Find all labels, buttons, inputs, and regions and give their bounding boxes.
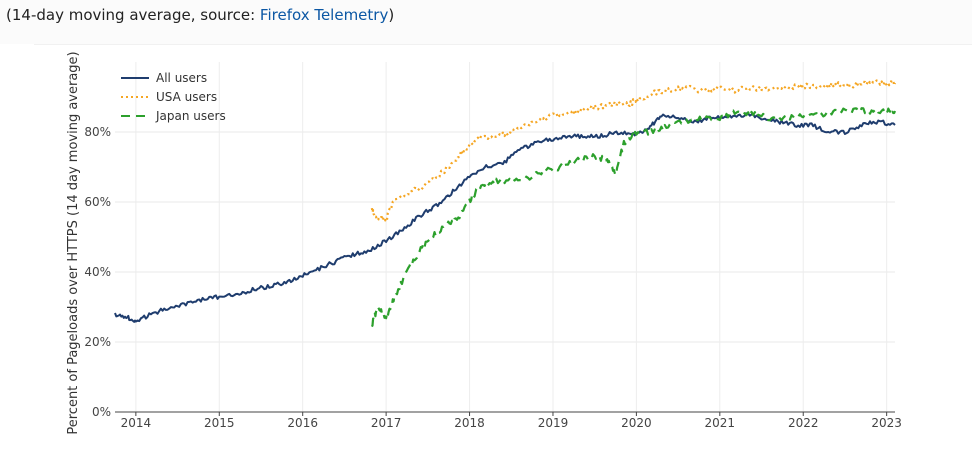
legend: All users USA users Japan users (121, 71, 226, 123)
gridlines (115, 62, 895, 413)
caption-suffix: ) (388, 6, 395, 24)
series-line-japan-users (370, 107, 897, 328)
y-tick-label: 0% (92, 405, 111, 419)
caption-prefix: (14-day moving average, source: (6, 6, 260, 24)
x-tick-label: 2015 (204, 416, 235, 430)
series-line-all-users (114, 112, 896, 323)
legend-label: USA users (156, 90, 217, 104)
firefox-telemetry-link[interactable]: Firefox Telemetry (259, 6, 389, 24)
x-tick-label: 2019 (538, 416, 569, 430)
legend-label: Japan users (155, 109, 226, 123)
axes: 0% 20% 40% 60% 80% 2014 2015 2016 2017 2018 2019 20… (84, 125, 902, 430)
y-tick-label: 80% (84, 125, 111, 139)
y-tick-label: 40% (84, 265, 111, 279)
x-tick-label: 2023 (871, 416, 902, 430)
series-lines (114, 79, 897, 328)
y-tick-label: 20% (84, 335, 111, 349)
chart-caption: (14-day moving average, source: Firefox … (6, 6, 394, 24)
chart-card (34, 44, 972, 473)
y-axis-label: Percent of Pageloads over HTTPS (14 day … (66, 51, 81, 434)
x-tick-label: 2014 (121, 416, 152, 430)
caption-band (0, 0, 972, 44)
x-tick-label: 2016 (287, 416, 318, 430)
y-tick-label: 60% (84, 195, 111, 209)
x-tick-label: 2018 (454, 416, 485, 430)
legend-label: All users (156, 71, 207, 85)
series-line-usa-users (370, 79, 897, 222)
x-tick-label: 2022 (788, 416, 819, 430)
x-tick-label: 2021 (705, 416, 736, 430)
x-tick-label: 2020 (621, 416, 652, 430)
x-tick-label: 2017 (371, 416, 402, 430)
